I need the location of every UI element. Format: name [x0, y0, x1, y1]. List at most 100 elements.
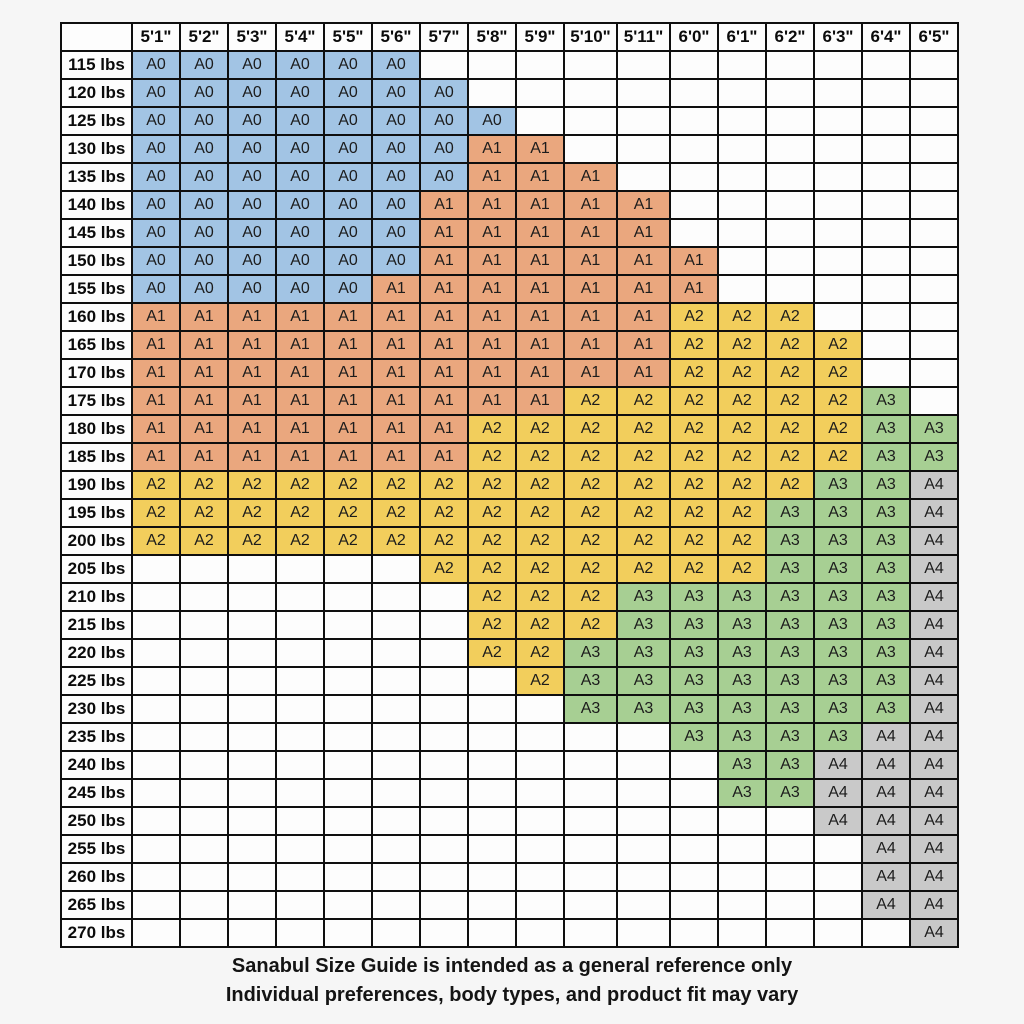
size-cell-a1: A1 — [616, 246, 671, 276]
size-cell-a1: A1 — [515, 358, 565, 388]
weight-header: 195 lbs — [60, 498, 133, 528]
size-cell-a3: A3 — [813, 722, 863, 752]
size-cell-a0: A0 — [275, 274, 325, 304]
size-cell-a1: A1 — [131, 386, 181, 416]
size-cell-empty — [227, 554, 277, 584]
size-cell-a3: A3 — [669, 666, 719, 696]
size-cell-empty — [563, 750, 618, 780]
size-cell-empty — [669, 750, 719, 780]
size-cell-a2: A2 — [131, 526, 181, 556]
size-cell-a1: A1 — [419, 246, 469, 276]
size-cell-a0: A0 — [227, 106, 277, 136]
size-cell-a4: A4 — [861, 834, 911, 864]
size-cell-empty — [275, 806, 325, 836]
size-cell-a1: A1 — [467, 190, 517, 220]
table-row: 150 lbs A0 A0 A0 A0 A0 A0 A1 A1 A1 A1 A1 A1 — [60, 246, 959, 276]
size-cell-a4: A4 — [909, 862, 959, 892]
table-row: 180 lbs A1 A1 A1 A1 A1 A1 A1 A2 A2 A2 A2 A2 A2 A2 A2 A3 A… — [60, 414, 959, 444]
size-cell-a1: A1 — [515, 218, 565, 248]
size-cell-a1: A1 — [179, 330, 229, 360]
size-cell-empty — [131, 554, 181, 584]
size-cell-empty — [717, 162, 767, 192]
size-cell-empty — [616, 78, 671, 108]
size-cell-a2: A2 — [419, 470, 469, 500]
size-cell-empty — [861, 134, 911, 164]
size-cell-empty — [371, 890, 421, 920]
size-cell-empty — [515, 78, 565, 108]
size-cell-empty — [179, 722, 229, 752]
size-cell-a3: A3 — [909, 414, 959, 444]
size-cell-a1: A1 — [179, 358, 229, 388]
size-cell-a4: A4 — [909, 890, 959, 920]
size-cell-a1: A1 — [467, 358, 517, 388]
size-cell-a1: A1 — [515, 190, 565, 220]
size-cell-empty — [813, 246, 863, 276]
size-cell-empty — [765, 134, 815, 164]
weight-header: 260 lbs — [60, 862, 133, 892]
size-cell-a2: A2 — [669, 386, 719, 416]
size-cell-empty — [717, 246, 767, 276]
size-cell-a2: A2 — [765, 302, 815, 332]
size-cell-empty — [909, 78, 959, 108]
size-cell-a2: A2 — [371, 470, 421, 500]
size-cell-empty — [515, 50, 565, 80]
size-cell-empty — [131, 694, 181, 724]
table-row: 145 lbs A0 A0 A0 A0 A0 A0 A1 A1 A1 A1 A1 — [60, 218, 959, 248]
size-cell-a3: A3 — [909, 442, 959, 472]
size-cell-empty — [179, 610, 229, 640]
size-cell-a0: A0 — [131, 190, 181, 220]
size-cell-a2: A2 — [669, 554, 719, 584]
size-cell-a2: A2 — [813, 442, 863, 472]
height-header: 5'10" — [563, 22, 618, 52]
size-cell-a1: A1 — [419, 358, 469, 388]
size-cell-empty — [616, 890, 671, 920]
size-cell-a2: A2 — [616, 526, 671, 556]
weight-header: 235 lbs — [60, 722, 133, 752]
table-row: 250 lbs A4 A4 A4 — [60, 806, 959, 836]
size-cell-a3: A3 — [616, 610, 671, 640]
size-cell-empty — [563, 78, 618, 108]
size-cell-a2: A2 — [467, 414, 517, 444]
size-cell-a2: A2 — [669, 442, 719, 472]
size-cell-a4: A4 — [909, 806, 959, 836]
size-cell-empty — [467, 750, 517, 780]
table-row: 205 lbs A2 A2 A2 A2 A2 A2 A2 A3 A3 A3 A4 — [60, 554, 959, 584]
size-cell-empty — [813, 834, 863, 864]
size-cell-a2: A2 — [179, 526, 229, 556]
size-cell-a4: A4 — [861, 750, 911, 780]
size-cell-a0: A0 — [371, 50, 421, 80]
size-cell-empty — [227, 722, 277, 752]
size-cell-empty — [717, 218, 767, 248]
weight-header: 200 lbs — [60, 526, 133, 556]
size-cell-a2: A2 — [616, 498, 671, 528]
size-cell-empty — [467, 890, 517, 920]
size-cell-empty — [419, 666, 469, 696]
size-cell-a1: A1 — [616, 274, 671, 304]
size-cell-a3: A3 — [669, 610, 719, 640]
table-row: 170 lbs A1 A1 A1 A1 A1 A1 A1 A1 A1 A1 A1 A2 A2 A2 A2 — [60, 358, 959, 388]
size-cell-empty — [179, 778, 229, 808]
size-cell-empty — [419, 778, 469, 808]
size-cell-empty — [467, 666, 517, 696]
size-cell-a2: A2 — [515, 526, 565, 556]
size-cell-empty — [515, 778, 565, 808]
size-cell-a0: A0 — [131, 162, 181, 192]
size-cell-empty — [717, 806, 767, 836]
size-cell-a1: A1 — [131, 442, 181, 472]
size-cell-empty — [909, 386, 959, 416]
size-cell-empty — [515, 722, 565, 752]
size-cell-a0: A0 — [275, 106, 325, 136]
size-cell-a1: A1 — [419, 218, 469, 248]
size-cell-empty — [765, 890, 815, 920]
size-cell-empty — [227, 806, 277, 836]
size-cell-a0: A0 — [179, 162, 229, 192]
size-cell-empty — [131, 918, 181, 948]
height-header: 6'3" — [813, 22, 863, 52]
size-cell-a3: A3 — [765, 610, 815, 640]
size-cell-empty — [813, 918, 863, 948]
table-row: 190 lbs A2 A2 A2 A2 A2 A2 A2 A2 A2 A2 A2 A2 A2 A2 A3 A3 A… — [60, 470, 959, 500]
table-row: 165 lbs A1 A1 A1 A1 A1 A1 A1 A1 A1 A1 A1 A2 A2 A2 A2 — [60, 330, 959, 360]
size-cell-a2: A2 — [419, 526, 469, 556]
size-cell-empty — [467, 694, 517, 724]
size-cell-a1: A1 — [419, 330, 469, 360]
